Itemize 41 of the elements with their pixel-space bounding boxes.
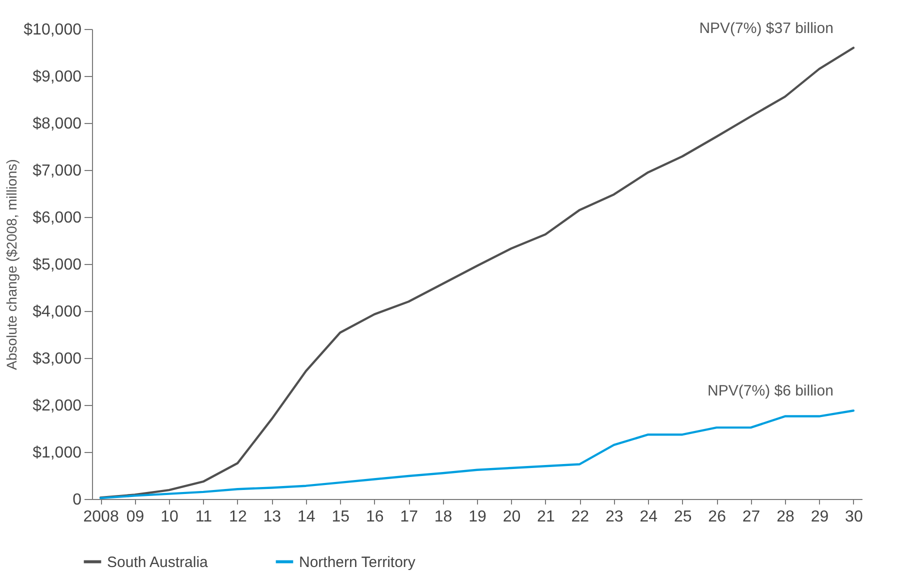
x-tick-label: 26 (708, 508, 726, 526)
x-tick-label: 09 (126, 508, 144, 526)
x-tick-label: 21 (537, 508, 555, 526)
x-tick-label: 20 (502, 508, 521, 526)
x-tick-label: 28 (776, 508, 794, 526)
y-axis-title: Absolute change ($2008, millions) (4, 159, 20, 370)
annotation: NPV(7%) $6 billion (708, 382, 834, 400)
x-tick-label: 19 (468, 508, 486, 526)
x-tick-label: 22 (571, 508, 590, 526)
x-tick-label: 29 (810, 508, 829, 526)
y-tick-label: $3,000 (32, 350, 82, 368)
y-tick-label: $6,000 (32, 210, 82, 226)
y-tick-label: $9,000 (32, 68, 82, 86)
y-tick-label: $2,000 (32, 398, 82, 414)
y-tick-label: $1,000 (32, 444, 82, 462)
legend-label: Northern Territory (299, 554, 416, 571)
x-tick-label: 15 (332, 508, 350, 526)
x-tick-label: 2008 (83, 508, 119, 526)
x-tick-label: 23 (605, 508, 624, 526)
x-tick-label: 11 (195, 508, 212, 526)
y-tick-label: $4,000 (32, 304, 82, 320)
x-tick-label: 27 (742, 508, 760, 526)
y-tick-label: $5,000 (32, 256, 82, 274)
line-series (99, 410, 855, 500)
y-tick-label: $7,000 (32, 162, 82, 180)
x-tick-label: 12 (229, 508, 247, 526)
x-tick-label: 30 (845, 508, 863, 526)
x-tick-label: 24 (640, 508, 658, 526)
x-tick-label: 13 (263, 508, 282, 526)
line-series (99, 46, 855, 499)
x-tick-label: 10 (160, 508, 178, 526)
y-tick-label: 0 (72, 492, 82, 508)
x-tick-label: 14 (297, 508, 316, 526)
legend-label: South Australia (107, 554, 209, 571)
annotation: NPV(7%) $37 billion (699, 20, 834, 37)
y-tick-label: $8,000 (32, 116, 82, 132)
y-tick-label: $10,000 (24, 22, 82, 38)
x-tick-label: 16 (366, 508, 384, 526)
x-tick-label: 25 (674, 508, 692, 526)
x-tick-label: 17 (400, 508, 418, 526)
x-tick-label: 18 (434, 508, 452, 526)
